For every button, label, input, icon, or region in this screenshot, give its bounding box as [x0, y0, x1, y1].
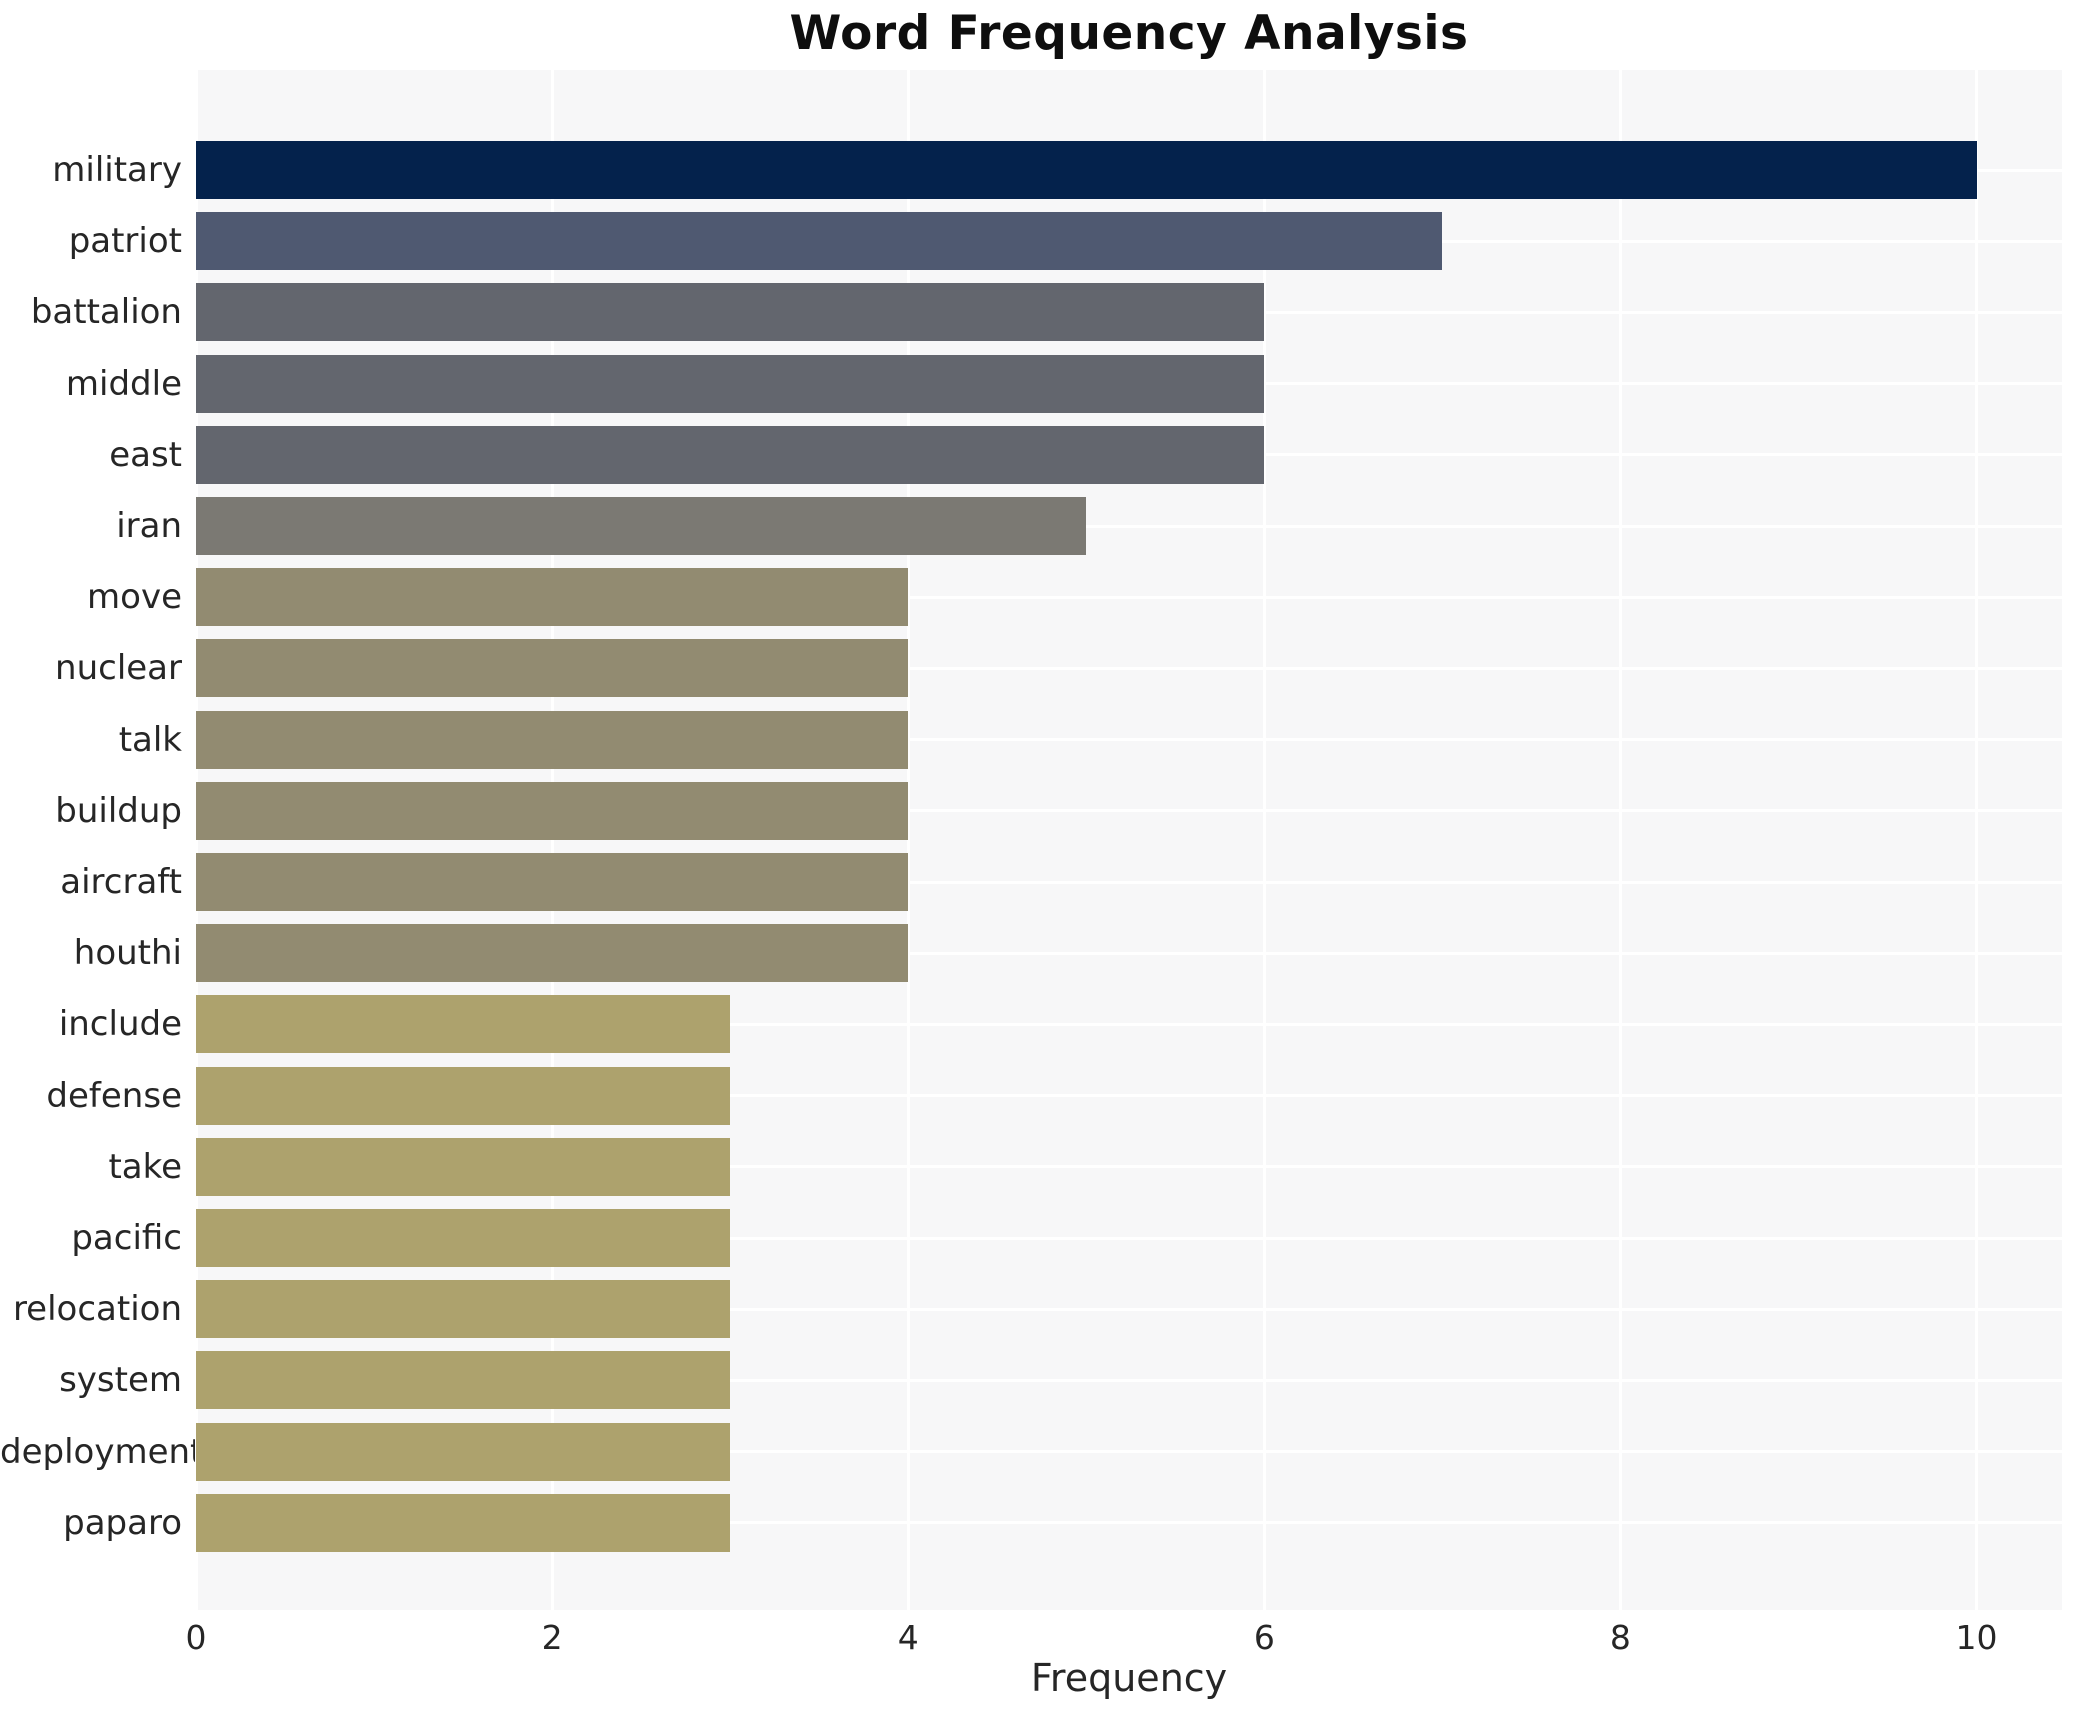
y-axis-label-relocation: relocation [12, 1289, 182, 1330]
y-gridline [196, 1236, 2062, 1240]
y-gridline [196, 1022, 2062, 1026]
y-gridline [196, 880, 2062, 884]
bar-pacific [196, 1209, 731, 1267]
bar-move [196, 568, 909, 627]
bar-houthi [196, 924, 909, 983]
x-axis-title: Frequency [1030, 1656, 1228, 1700]
bar-relocation [196, 1280, 731, 1339]
bar-battalion [196, 283, 1265, 342]
bar-military [196, 141, 1977, 199]
bar-take [196, 1137, 731, 1196]
y-axis-label-nuclear: nuclear [55, 648, 182, 689]
y-axis-label-patriot: patriot [68, 221, 182, 262]
bar-deployment [196, 1422, 731, 1481]
y-axis-label-talk: talk [118, 719, 182, 760]
bar-paparo [196, 1493, 731, 1552]
plot-area [194, 70, 2062, 1610]
bar-include [196, 995, 731, 1054]
y-axis-label-pacific: pacific [71, 1218, 182, 1258]
y-gridline [196, 951, 2062, 955]
y-axis-label-aircraft: aircraft [60, 862, 182, 902]
bar-middle [196, 354, 1265, 413]
x-tick-label-8: 8 [1609, 1618, 1631, 1657]
y-gridline [196, 666, 2062, 670]
y-axis-label-houthi: houthi [73, 933, 182, 974]
bar-aircraft [196, 853, 909, 911]
y-axis-label-defense: defense [46, 1075, 182, 1116]
x-tick-label-10: 10 [1955, 1618, 1998, 1657]
y-axis-label-deployment: deployment [0, 1431, 204, 1472]
y-gridline [196, 809, 2062, 813]
y-gridline [196, 1450, 2062, 1454]
y-axis-label-middle: middle [65, 363, 182, 404]
y-gridline [196, 1094, 2062, 1098]
y-axis-label-move: move [87, 577, 182, 618]
y-axis-label-buildup: buildup [55, 790, 182, 831]
x-gridline [1262, 70, 1266, 1610]
y-gridline [196, 595, 2062, 599]
y-gridline [196, 738, 2062, 742]
y-gridline [196, 524, 2062, 528]
bar-talk [196, 710, 909, 769]
y-gridline [196, 1307, 2062, 1311]
bar-nuclear [196, 639, 909, 698]
bar-east [196, 425, 1265, 484]
x-tick-label-2: 2 [541, 1618, 563, 1657]
bar-patriot [196, 212, 1443, 271]
y-axis-label-east: east [109, 434, 182, 475]
bar-defense [196, 1066, 731, 1125]
x-tick-label-4: 4 [897, 1618, 919, 1657]
y-axis-label-system: system [59, 1360, 182, 1401]
bar-system [196, 1351, 731, 1410]
x-gridline [1975, 70, 1979, 1610]
y-axis-label-include: include [58, 1004, 182, 1045]
x-tick-label-6: 6 [1253, 1618, 1275, 1657]
y-axis-label-iran: iran [116, 506, 182, 546]
x-tick-label-0: 0 [185, 1618, 207, 1657]
x-gridline [1618, 70, 1622, 1610]
y-axis-label-military: military [52, 150, 182, 190]
x-gridline [194, 70, 198, 1610]
y-gridline [196, 1378, 2062, 1382]
y-axis-label-paparo: paparo [63, 1502, 182, 1543]
x-gridline [906, 70, 910, 1610]
x-gridline [550, 70, 554, 1610]
bar-iran [196, 497, 1087, 555]
y-gridline [196, 1521, 2062, 1525]
y-axis-label-battalion: battalion [30, 292, 182, 333]
chart-title: Word Frequency Analysis [789, 6, 1469, 61]
bar-buildup [196, 781, 909, 840]
y-gridline [196, 1165, 2062, 1169]
y-axis-label-take: take [108, 1146, 182, 1187]
